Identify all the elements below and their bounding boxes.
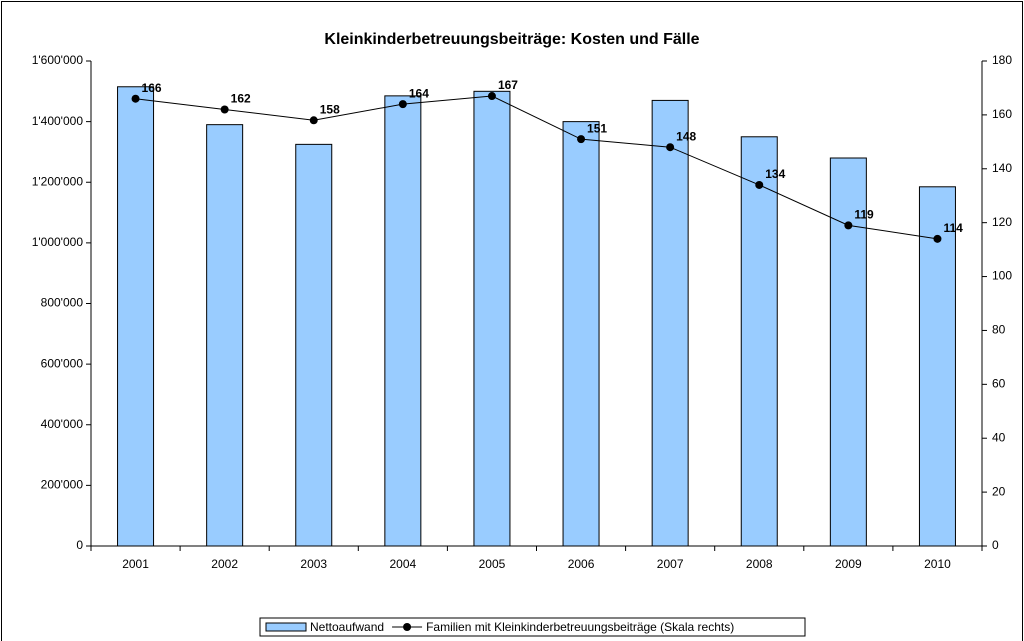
y2-tick-label: 180 [992, 53, 1012, 67]
legend-swatch [265, 622, 307, 632]
line-point [220, 105, 229, 114]
y2-tick-label: 60 [992, 377, 1006, 391]
x-tick-label: 2008 [746, 557, 773, 571]
y-tick-label: 600'000 [41, 356, 84, 370]
line-point [755, 180, 764, 189]
y2-tick-label: 160 [992, 107, 1012, 121]
legend-marker [403, 623, 412, 631]
y2-tick-label: 80 [992, 323, 1006, 337]
data-label: 151 [587, 121, 607, 135]
y-tick-label: 1'400'000 [32, 114, 84, 128]
bar [384, 95, 422, 547]
y2-tick-label: 120 [992, 215, 1012, 229]
y2-tick-label: 100 [992, 269, 1012, 283]
data-label: 134 [765, 167, 785, 181]
bar [918, 186, 956, 547]
data-label: 114 [943, 221, 963, 235]
legend-frame [259, 617, 806, 637]
x-tick-label: 2004 [389, 557, 416, 571]
y-tick-label: 800'000 [41, 296, 84, 310]
x-tick-label: 2001 [122, 557, 149, 571]
y2-tick-label: 40 [992, 430, 1006, 444]
bar [651, 99, 689, 547]
y2-tick-label: 140 [992, 161, 1012, 175]
line-point [577, 135, 586, 144]
y-tick-label: 200'000 [41, 478, 84, 492]
line-point [131, 94, 140, 103]
legend-label: Familien mit Kleinkinderbetreuungsbeiträ… [426, 620, 734, 634]
bar [473, 90, 511, 547]
x-tick-label: 2007 [657, 557, 684, 571]
line-point [933, 234, 942, 243]
x-tick-label: 2009 [835, 557, 862, 571]
bar [562, 121, 600, 547]
data-label: 166 [142, 81, 162, 95]
chart-title: Kleinkinderbetreuungsbeiträge: Kosten un… [324, 31, 699, 48]
legend-label: Nettoaufwand [310, 620, 384, 634]
line-point [398, 100, 407, 109]
y-tick-label: 400'000 [41, 417, 84, 431]
y-tick-label: 1'200'000 [32, 174, 84, 188]
x-tick-label: 2003 [300, 557, 327, 571]
y2-tick-label: 20 [992, 484, 1006, 498]
data-label: 162 [231, 92, 251, 106]
line-point [309, 116, 318, 125]
data-label: 119 [854, 208, 874, 222]
data-label: 158 [320, 102, 340, 116]
data-label: 167 [498, 78, 518, 92]
x-tick-label: 2005 [479, 557, 506, 571]
line-point [666, 143, 675, 152]
x-tick-label: 2006 [568, 557, 595, 571]
line-point [487, 92, 496, 101]
bar [117, 86, 155, 547]
y-tick-label: 0 [76, 538, 83, 552]
data-label: 148 [676, 129, 696, 143]
x-tick-label: 2010 [924, 557, 951, 571]
line [135, 95, 938, 240]
y-tick-label: 1'600'000 [32, 53, 84, 67]
data-label: 164 [409, 86, 429, 100]
x-tick-label: 2002 [211, 557, 238, 571]
bar [295, 143, 333, 547]
y-tick-label: 1'000'000 [32, 235, 84, 249]
line-point [844, 221, 853, 230]
bar [206, 124, 244, 547]
y2-tick-label: 0 [992, 538, 999, 552]
bar [740, 136, 778, 547]
